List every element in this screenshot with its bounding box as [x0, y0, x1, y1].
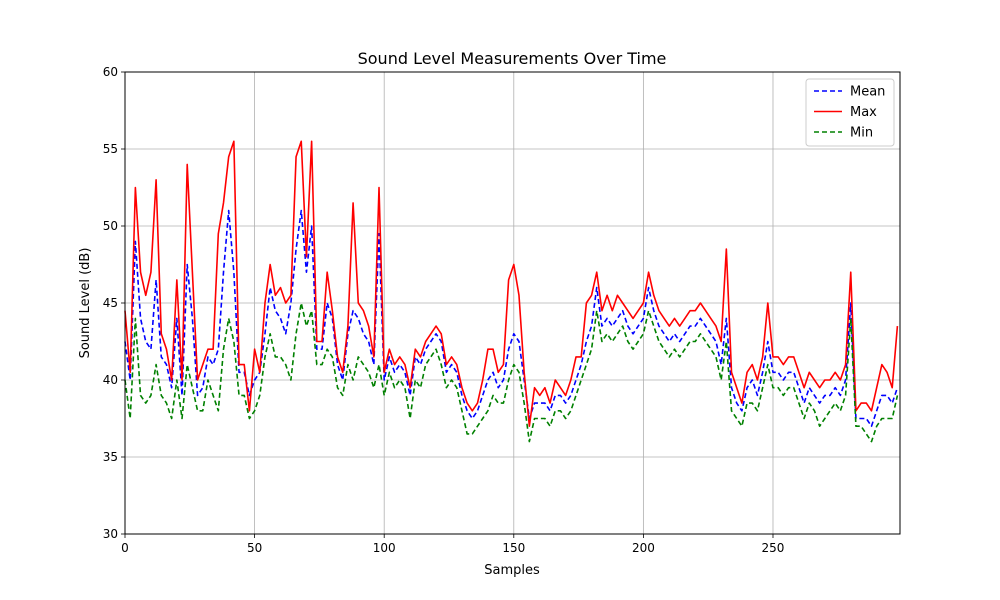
x-tick-label: 150: [502, 541, 525, 555]
y-axis-ticks: 30 35 40 45 50 55 60: [103, 65, 125, 541]
series-line-mean: [124, 209, 899, 427]
x-axis-ticks: 0 50 100 150 200 250: [121, 534, 784, 555]
y-tick-label: 60: [103, 65, 118, 79]
series-line-min: [124, 302, 899, 443]
legend-label-mean: Mean: [850, 85, 885, 100]
legend-box: [805, 78, 895, 147]
series-layer: [124, 140, 899, 443]
x-tick-label: 200: [632, 541, 655, 555]
series-line-max: [124, 140, 899, 427]
legend-label-max: Max: [850, 105, 877, 120]
y-axis-label: Sound Level (dB): [78, 248, 93, 359]
y-tick-label: 45: [103, 296, 118, 310]
chart-title: Sound Level Measurements Over Time: [358, 49, 667, 68]
y-tick-label: 30: [103, 527, 118, 541]
y-tick-label: 40: [103, 373, 118, 387]
legend: Mean Max Min: [805, 78, 895, 147]
x-tick-label: 50: [247, 541, 262, 555]
legend-label-min: Min: [850, 126, 873, 141]
x-tick-label: 100: [373, 541, 396, 555]
x-tick-label: 0: [121, 541, 129, 555]
y-tick-label: 35: [103, 450, 118, 464]
y-tick-label: 55: [103, 142, 118, 156]
x-tick-label: 250: [762, 541, 785, 555]
y-tick-label: 50: [103, 219, 118, 233]
x-axis-label: Samples: [484, 563, 540, 578]
